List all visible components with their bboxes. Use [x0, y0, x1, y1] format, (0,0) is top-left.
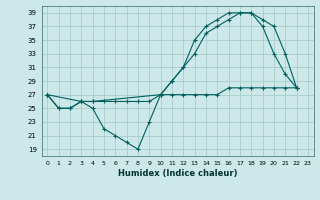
X-axis label: Humidex (Indice chaleur): Humidex (Indice chaleur)	[118, 169, 237, 178]
